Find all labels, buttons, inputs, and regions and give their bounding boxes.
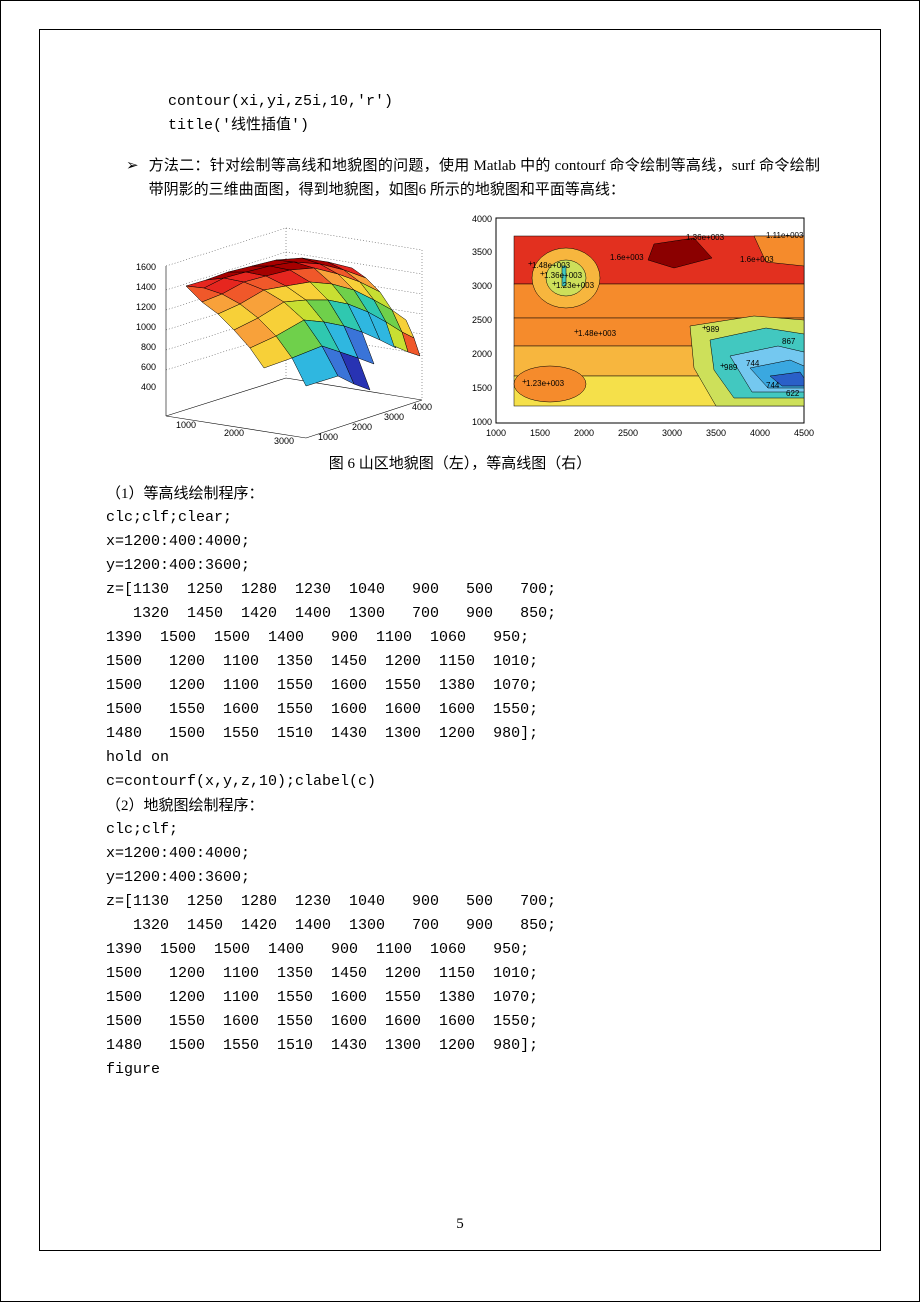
ztick: 1400 (136, 282, 156, 292)
svg-text:989: 989 (706, 325, 720, 334)
svg-text:1.23e+003: 1.23e+003 (526, 379, 565, 388)
svg-text:+: + (720, 361, 725, 370)
svg-text:1.11e+003: 1.11e+003 (766, 231, 804, 240)
ztick: 1200 (136, 302, 156, 312)
svg-text:+: + (522, 377, 527, 386)
surf-plot: 1600 1400 1200 1000 800 600 400 (106, 208, 446, 448)
svg-text:1.23e+003: 1.23e+003 (556, 281, 595, 290)
section-2-title: （2）地貌图绘制程序： (106, 794, 820, 818)
figure-row: 1600 1400 1200 1000 800 600 400 (100, 208, 820, 448)
figure-caption: 图 6 山区地貌图（左），等高线图（右） (100, 452, 820, 476)
svg-text:622: 622 (786, 389, 800, 398)
svg-text:+: + (702, 323, 707, 332)
code-line: title('线性插值') (168, 114, 820, 138)
svg-text:+: + (528, 259, 533, 268)
svg-text:+: + (552, 279, 557, 288)
svg-text:867: 867 (782, 337, 796, 346)
svg-text:1.48e+003: 1.48e+003 (578, 329, 617, 338)
svg-text:2500: 2500 (472, 315, 492, 325)
code-snippet-top: contour(xi,yi,z5i,10,'r') title('线性插值') (168, 90, 820, 138)
code-line: contour(xi,yi,z5i,10,'r') (168, 90, 820, 114)
svg-text:744: 744 (746, 359, 760, 368)
svg-text:1.36e+003: 1.36e+003 (544, 271, 583, 280)
contour-yticks: 1000 1500 2000 2500 3000 3500 4000 (472, 214, 492, 427)
ztick: 1600 (136, 262, 156, 272)
svg-text:+: + (574, 327, 579, 336)
svg-text:1500: 1500 (472, 383, 492, 393)
svg-text:+: + (540, 269, 545, 278)
svg-text:1.6e+003: 1.6e+003 (740, 255, 774, 264)
svg-text:1000: 1000 (486, 428, 506, 438)
svg-text:2500: 2500 (618, 428, 638, 438)
bullet-icon: ➢ (126, 154, 139, 178)
ztick: 800 (141, 342, 156, 352)
svg-text:2000: 2000 (472, 349, 492, 359)
svg-text:3500: 3500 (706, 428, 726, 438)
bullet-text: 方法二：针对绘制等高线和地貌图的问题，使用 Matlab 中的 contourf… (149, 154, 820, 202)
svg-text:4000: 4000 (472, 214, 492, 224)
svg-text:989: 989 (724, 363, 738, 372)
xtick: 3000 (274, 436, 294, 446)
svg-text:4000: 4000 (750, 428, 770, 438)
svg-text:3000: 3000 (472, 281, 492, 291)
ytick: 3000 (384, 412, 404, 422)
section-1-title: （1）等高线绘制程序： (106, 482, 820, 506)
svg-text:1500: 1500 (530, 428, 550, 438)
ztick: 400 (141, 382, 156, 392)
xtick: 2000 (224, 428, 244, 438)
svg-text:3000: 3000 (662, 428, 682, 438)
svg-text:1.6e+003: 1.6e+003 (610, 253, 644, 262)
svg-text:1.48e+003: 1.48e+003 (532, 261, 571, 270)
ytick: 4000 (412, 402, 432, 412)
contour-xticks: 1000 1500 2000 2500 3000 3500 4000 4500 (486, 428, 814, 438)
ztick: 1000 (136, 322, 156, 332)
ytick: 1000 (318, 432, 338, 442)
code-block-2: clc;clf; x=1200:400:4000; y=1200:400:360… (106, 818, 820, 1082)
code-block-1: clc;clf;clear; x=1200:400:4000; y=1200:4… (106, 506, 820, 794)
svg-text:1000: 1000 (472, 417, 492, 427)
method-bullet: ➢ 方法二：针对绘制等高线和地貌图的问题，使用 Matlab 中的 contou… (126, 154, 820, 202)
ztick: 600 (141, 362, 156, 372)
contour-plot: 1000 1500 2000 2500 3000 3500 4000 4500 … (454, 208, 814, 448)
svg-text:3500: 3500 (472, 247, 492, 257)
svg-text:744: 744 (766, 381, 780, 390)
ytick: 2000 (352, 422, 372, 432)
xtick: 1000 (176, 420, 196, 430)
svg-text:1.36e+003: 1.36e+003 (686, 233, 725, 242)
content-border: contour(xi,yi,z5i,10,'r') title('线性插值') … (39, 29, 881, 1251)
svg-text:4500: 4500 (794, 428, 814, 438)
page-frame: contour(xi,yi,z5i,10,'r') title('线性插值') … (0, 0, 920, 1302)
surf-faces (186, 258, 420, 390)
page-number: 5 (40, 1212, 880, 1236)
svg-text:2000: 2000 (574, 428, 594, 438)
